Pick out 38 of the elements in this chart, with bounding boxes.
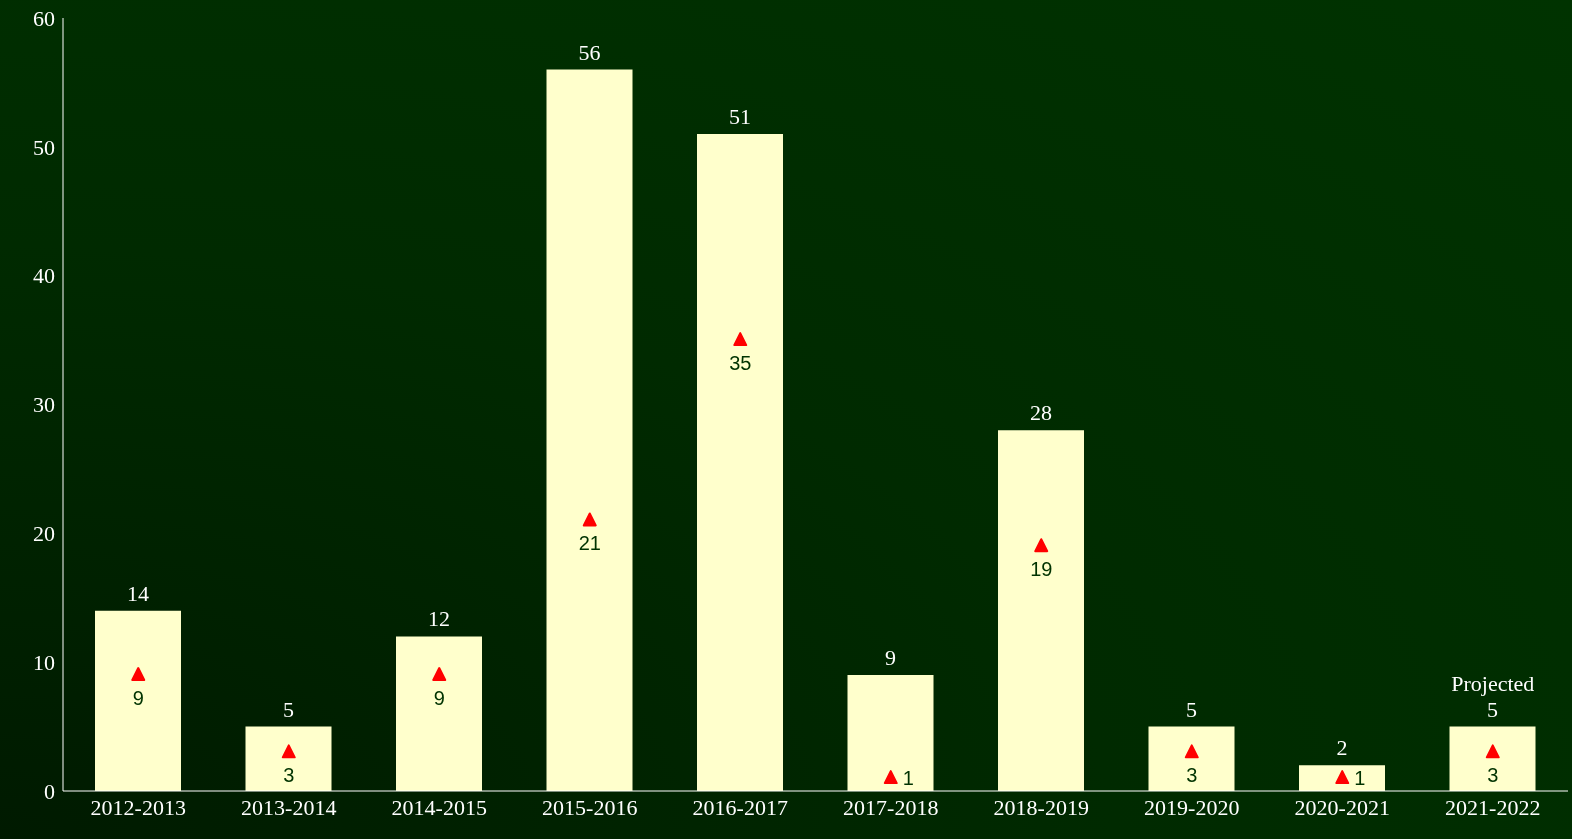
annotation: Projected — [1451, 670, 1535, 696]
data-label: 5 — [283, 696, 294, 722]
y-tick-label: 30 — [33, 392, 55, 418]
y-tick-label: 20 — [33, 521, 55, 547]
y-tick-label: 60 — [33, 5, 55, 31]
data-label: 9 — [132, 687, 144, 710]
data-label: 56 — [578, 39, 601, 65]
x-tick-label: 2017-2018 — [843, 794, 939, 820]
data-label: 5 — [1487, 696, 1498, 722]
y-tick-label: 10 — [33, 649, 55, 675]
x-tick-label: 2015-2016 — [542, 794, 638, 820]
data-label: 2 — [1336, 735, 1348, 761]
x-tick-label: 2020-2021 — [1294, 794, 1390, 820]
y-tick-label: 50 — [33, 134, 55, 160]
data-label: 9 — [433, 687, 445, 710]
data-label: 14 — [127, 580, 149, 606]
x-tick-label: 2016-2017 — [692, 794, 788, 820]
data-label: 19 — [1030, 558, 1053, 581]
x-tick-label: 2012-2013 — [90, 794, 186, 820]
data-label: 51 — [729, 103, 751, 129]
x-tick-label: 2019-2020 — [1144, 794, 1240, 820]
data-label: 3 — [283, 764, 295, 787]
data-label: 3 — [1186, 764, 1198, 787]
data-label: 12 — [428, 606, 450, 632]
data-label: 1 — [902, 767, 914, 790]
data-label: 9 — [885, 645, 896, 671]
x-tick-label: 2018-2019 — [993, 794, 1089, 820]
data-label: 3 — [1487, 764, 1499, 787]
y-tick-label: 0 — [44, 778, 55, 804]
data-label: 28 — [1030, 400, 1052, 426]
data-label: 5 — [1186, 696, 1197, 722]
data-label: 1 — [1354, 767, 1366, 790]
y-tick-label: 40 — [33, 263, 55, 289]
x-tick-label: 2014-2015 — [391, 794, 487, 820]
data-label: 21 — [578, 532, 601, 555]
x-tick-label: 2021-2022 — [1445, 794, 1541, 820]
data-label: 35 — [729, 352, 752, 375]
x-tick-label: 2013-2014 — [241, 794, 337, 820]
